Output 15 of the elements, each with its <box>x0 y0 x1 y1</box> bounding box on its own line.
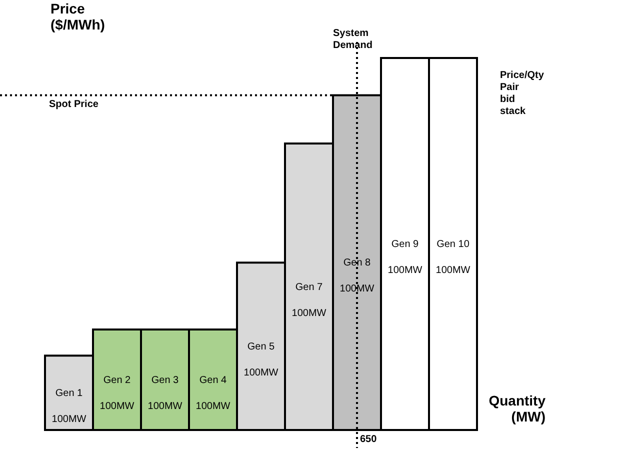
text: System Demand <box>333 28 372 51</box>
category-label: Gen 1 100MW <box>52 388 86 425</box>
category-label: Gen 2 100MW <box>100 374 134 412</box>
ref-line-label: Spot Price <box>49 99 99 110</box>
text: Price/Qty Pair bid stack <box>500 70 544 117</box>
category-label: Gen 10 100MW <box>436 239 470 276</box>
category-label: Gen 9 100MW <box>388 239 422 276</box>
category-label: Gen 4 100MW <box>196 374 230 412</box>
x-axis-title: Quantity (MW) <box>488 392 546 424</box>
category-label: Gen 8 100MW <box>340 258 374 295</box>
y-axis-title: Price ($/MWh) <box>50 0 105 32</box>
category-label: Gen 7 100MW <box>292 282 326 319</box>
category-label: Gen 3 100MW <box>148 374 182 412</box>
text: 650 <box>360 434 378 445</box>
category-label: Gen 5 100MW <box>244 341 278 378</box>
